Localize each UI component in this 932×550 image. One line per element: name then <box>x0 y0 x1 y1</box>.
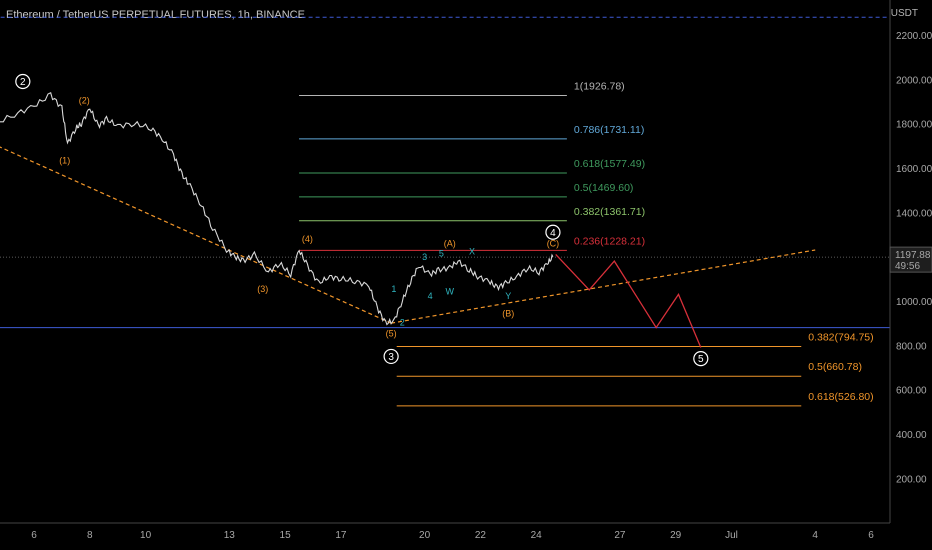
currency-unit: USDT <box>890 8 918 19</box>
y-tick-label-3: 800.00 <box>896 341 927 352</box>
x-tick-label-5: 17 <box>335 530 347 541</box>
price-tag-countdown: 49:56 <box>895 261 920 272</box>
price-line <box>0 92 554 326</box>
x-tick-label-0: 6 <box>31 530 37 541</box>
wave-label-4: (5) <box>386 328 397 338</box>
wave-label-1: (1) <box>59 156 70 166</box>
x-tick-label-4: 15 <box>280 530 292 541</box>
x-tick-label-9: 27 <box>614 530 626 541</box>
fib-lower-label-1: 0.5(660.78) <box>808 361 862 373</box>
circled-wave-marker-3 <box>693 351 709 367</box>
wave-label-10: 3 <box>422 252 427 262</box>
x-tick-label-11: Jul <box>725 530 738 541</box>
wave-label-6: (B) <box>502 309 514 319</box>
fib-upper-label-5: 0.236(1228.21) <box>574 235 645 247</box>
x-tick-label-7: 22 <box>475 530 487 541</box>
chart-title: Ethereum / TetherUS PERPETUAL FUTURES, 1… <box>6 9 305 21</box>
x-tick-label-8: 24 <box>531 530 543 541</box>
circled-wave-marker-1 <box>383 348 399 365</box>
wave-label-5: (A) <box>444 239 456 249</box>
x-tick-label-2: 10 <box>140 530 152 541</box>
fibonacci-levels: 1(1926.78) 0.786(1731.11) 0.618(1577.49) 0.… <box>299 81 874 407</box>
price-tag-box <box>889 246 932 273</box>
y-tick-label-8: 1800.00 <box>896 120 932 131</box>
wave-label-12: 5 <box>439 249 444 259</box>
circled-wave-marker-2 <box>545 224 561 240</box>
wave-label-2: (3) <box>257 284 268 294</box>
y-tick-label-0: 200.00 <box>896 474 927 485</box>
circled-wave-label-3: 5 <box>698 354 704 365</box>
projection-path <box>555 253 702 348</box>
y-tick-label-10: 2200.00 <box>896 31 932 42</box>
fib-upper-label-2: 0.618(1577.49) <box>574 158 645 170</box>
wave-label-11: 4 <box>428 291 433 301</box>
circled-wave-marker-0 <box>15 73 31 90</box>
wave-label-9: 2 <box>400 317 405 327</box>
fib-upper-label-1: 0.786(1731.11) <box>574 124 644 136</box>
circled-wave-label-1: 3 <box>388 352 394 363</box>
x-tick-label-6: 20 <box>419 530 431 541</box>
y-tick-label-7: 1600.00 <box>896 164 932 175</box>
projection-line <box>555 253 702 348</box>
wave-label-0: (2) <box>79 96 90 106</box>
fib-upper-label-3: 0.5(1469.60) <box>574 182 634 194</box>
circled-wave-label-0: 2 <box>20 77 26 88</box>
fib-lower-label-2: 0.618(526.80) <box>808 391 873 403</box>
x-tick-label-12: 4 <box>812 530 818 541</box>
price-series <box>0 92 554 326</box>
wave-label-15: Y <box>505 291 511 301</box>
fib-lower-label-0: 0.382(794.75) <box>808 332 873 344</box>
wave-labels: (2) (1) (3) (4) (5) (A) (B) (C) 1 2 3 4 5 W X Y 2 3 4 5 <box>15 73 709 367</box>
horizontal-lines <box>0 16 890 329</box>
fib-upper-label-0: 1(1926.78) <box>574 81 625 93</box>
y-tick-label-2: 600.00 <box>896 386 927 397</box>
trendline-1 <box>391 249 816 324</box>
trendlines <box>0 146 816 324</box>
y-tick-label-4: 1000.00 <box>896 297 932 308</box>
y-tick-label-1: 400.00 <box>896 430 927 441</box>
wave-label-14: X <box>469 246 475 256</box>
x-tick-label-13: 6 <box>868 530 874 541</box>
x-tick-label-1: 8 <box>87 530 93 541</box>
wave-label-13: W <box>445 286 454 296</box>
circled-wave-label-2: 4 <box>550 228 556 239</box>
wave-label-8: 1 <box>391 284 396 294</box>
y-tick-label-9: 2000.00 <box>896 75 932 86</box>
wave-label-7: (C) <box>547 239 560 249</box>
wave-label-3: (4) <box>302 234 313 244</box>
y-tick-label-6: 1400.00 <box>896 208 932 219</box>
x-tick-label-3: 13 <box>224 530 236 541</box>
x-tick-label-10: 29 <box>670 530 682 541</box>
price-tag-value: 1197.88 <box>895 250 931 261</box>
fib-upper-label-4: 0.382(1361.71) <box>574 206 645 218</box>
